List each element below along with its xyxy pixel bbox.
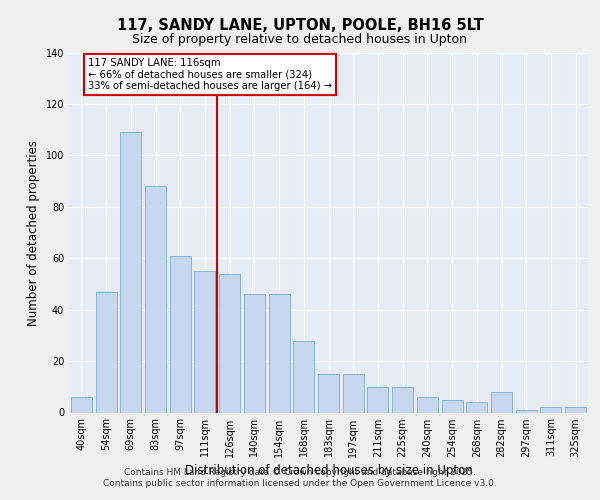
Bar bbox=[95, 292, 116, 412]
Bar bbox=[293, 340, 314, 412]
Bar bbox=[466, 402, 487, 412]
Text: 117, SANDY LANE, UPTON, POOLE, BH16 5LT: 117, SANDY LANE, UPTON, POOLE, BH16 5LT bbox=[116, 18, 484, 32]
Bar bbox=[170, 256, 191, 412]
Bar bbox=[318, 374, 339, 412]
X-axis label: Distribution of detached houses by size in Upton: Distribution of detached houses by size … bbox=[185, 464, 472, 477]
Bar bbox=[541, 408, 562, 412]
Bar bbox=[417, 397, 438, 412]
Bar bbox=[392, 387, 413, 412]
Bar bbox=[565, 408, 586, 412]
Bar bbox=[194, 271, 215, 412]
Bar bbox=[491, 392, 512, 412]
Text: Size of property relative to detached houses in Upton: Size of property relative to detached ho… bbox=[133, 32, 467, 46]
Text: 117 SANDY LANE: 116sqm
← 66% of detached houses are smaller (324)
33% of semi-de: 117 SANDY LANE: 116sqm ← 66% of detached… bbox=[88, 58, 332, 91]
Bar bbox=[269, 294, 290, 412]
Bar bbox=[71, 397, 92, 412]
Bar bbox=[367, 387, 388, 412]
Y-axis label: Number of detached properties: Number of detached properties bbox=[27, 140, 40, 326]
Bar bbox=[120, 132, 141, 412]
Bar bbox=[516, 410, 537, 412]
Bar bbox=[343, 374, 364, 412]
Bar bbox=[219, 274, 240, 412]
Bar bbox=[244, 294, 265, 412]
Bar bbox=[145, 186, 166, 412]
Text: Contains HM Land Registry data © Crown copyright and database right 2025.
Contai: Contains HM Land Registry data © Crown c… bbox=[103, 468, 497, 487]
Bar bbox=[442, 400, 463, 412]
